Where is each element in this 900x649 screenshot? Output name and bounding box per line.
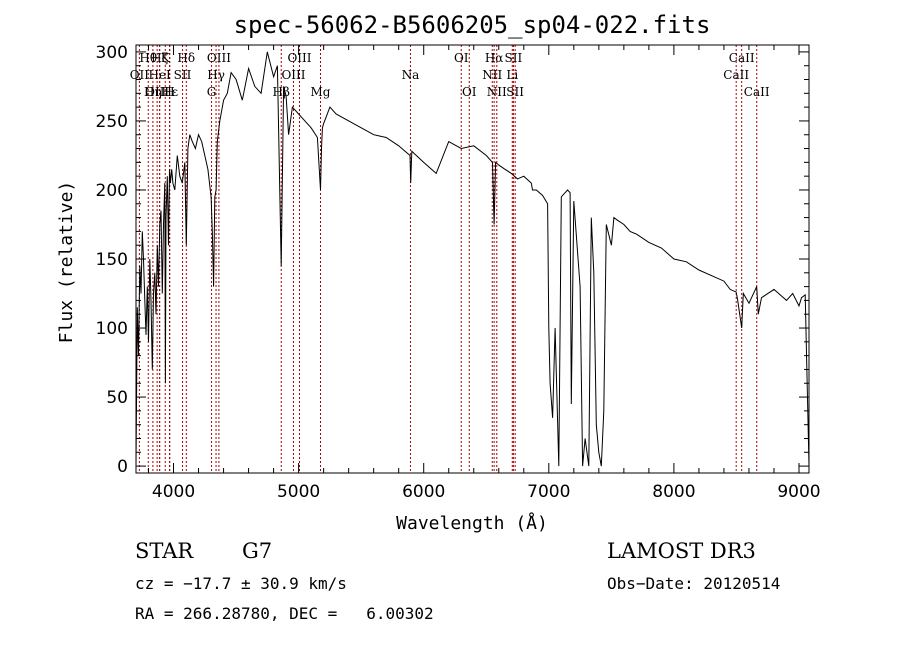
- object-class: STAR: [135, 539, 194, 563]
- spectral-line-label: SII: [174, 68, 192, 82]
- y-tick-label: 200: [96, 181, 128, 201]
- x-axis-label: Wavelength (Å): [396, 512, 548, 534]
- spectral-line-label: OIII: [287, 51, 311, 65]
- spectral-line-label: G: [207, 85, 217, 99]
- spectral-line-label: Li: [506, 68, 518, 82]
- y-axis-label: Flux (relative): [56, 181, 77, 344]
- redshift-readout: cz = −17.7 ± 30.9 km/s: [135, 574, 347, 593]
- x-axis-ticks: 4000 5000 6000 7000 8000 9000: [148, 45, 821, 502]
- spectral-line-label: Hη: [144, 85, 162, 99]
- spectral-line-label: CaII: [729, 51, 755, 65]
- spectral-line-label: OIII: [145, 85, 169, 99]
- y-tick-label: 50: [106, 388, 128, 408]
- chart-title: spec-56062-B5606205_sp04-022.fits: [234, 11, 711, 39]
- spectral-line-label: SII: [505, 51, 523, 65]
- spectral-line-label: Hδ: [177, 51, 195, 65]
- y-tick-label: 250: [96, 112, 128, 132]
- spectral-line-label: OI: [454, 51, 469, 65]
- spectral-line-label: Na: [402, 68, 420, 82]
- spectral-line-label: K: [161, 51, 171, 65]
- coordinates: RA = 266.28780, DEC = 6.00302: [135, 604, 434, 623]
- spectral-line-label: Hθ: [139, 51, 157, 65]
- spectrum-line: [135, 51, 810, 467]
- spectral-line-label: OIII: [281, 68, 305, 82]
- x-tick-label: 4000: [152, 482, 195, 502]
- y-axis-ticks: 0 50 100 150 200 250 300: [96, 43, 809, 477]
- spectral-line-label: Hε: [161, 85, 178, 99]
- plot-frame: [135, 44, 810, 474]
- spectral-line-label: OII: [130, 68, 150, 82]
- x-tick-label: 5000: [277, 482, 320, 502]
- spectral-line-label: Hβ: [273, 85, 290, 99]
- y-tick-label: 0: [117, 457, 128, 477]
- y-tick-label: 300: [96, 43, 128, 63]
- survey-name: LAMOST DR3: [607, 539, 756, 563]
- spectral-line-label: CaII: [744, 85, 770, 99]
- obs-date: Obs−Date: 20120514: [607, 574, 781, 593]
- x-tick-label: 9000: [777, 482, 820, 502]
- y-tick-label: 150: [96, 250, 128, 270]
- spectral-line-label: SII: [506, 85, 524, 99]
- y-tick-label: 100: [96, 319, 128, 339]
- spectral-line-label: Hγ: [207, 68, 225, 82]
- spectral-line-label: CaII: [723, 68, 749, 82]
- x-tick-label: 6000: [402, 482, 445, 502]
- x-tick-label: 8000: [652, 482, 695, 502]
- spectral-line-label: Hζ: [151, 51, 168, 65]
- spectral-line-label: NII: [487, 85, 507, 99]
- spectral-line-label: Mg: [311, 85, 331, 99]
- spectral-line-markers: [138, 45, 758, 473]
- spectral-line-label: Hα: [485, 51, 504, 65]
- subclass: G7: [242, 539, 273, 563]
- spectral-line-label: OIII: [207, 51, 231, 65]
- x-tick-label: 7000: [527, 482, 570, 502]
- spectral-line-label: H: [164, 85, 174, 99]
- spectral-line-label: OI: [462, 85, 477, 99]
- spectral-line-label: HeI: [148, 68, 171, 82]
- spectral-line-label: NII: [482, 68, 502, 82]
